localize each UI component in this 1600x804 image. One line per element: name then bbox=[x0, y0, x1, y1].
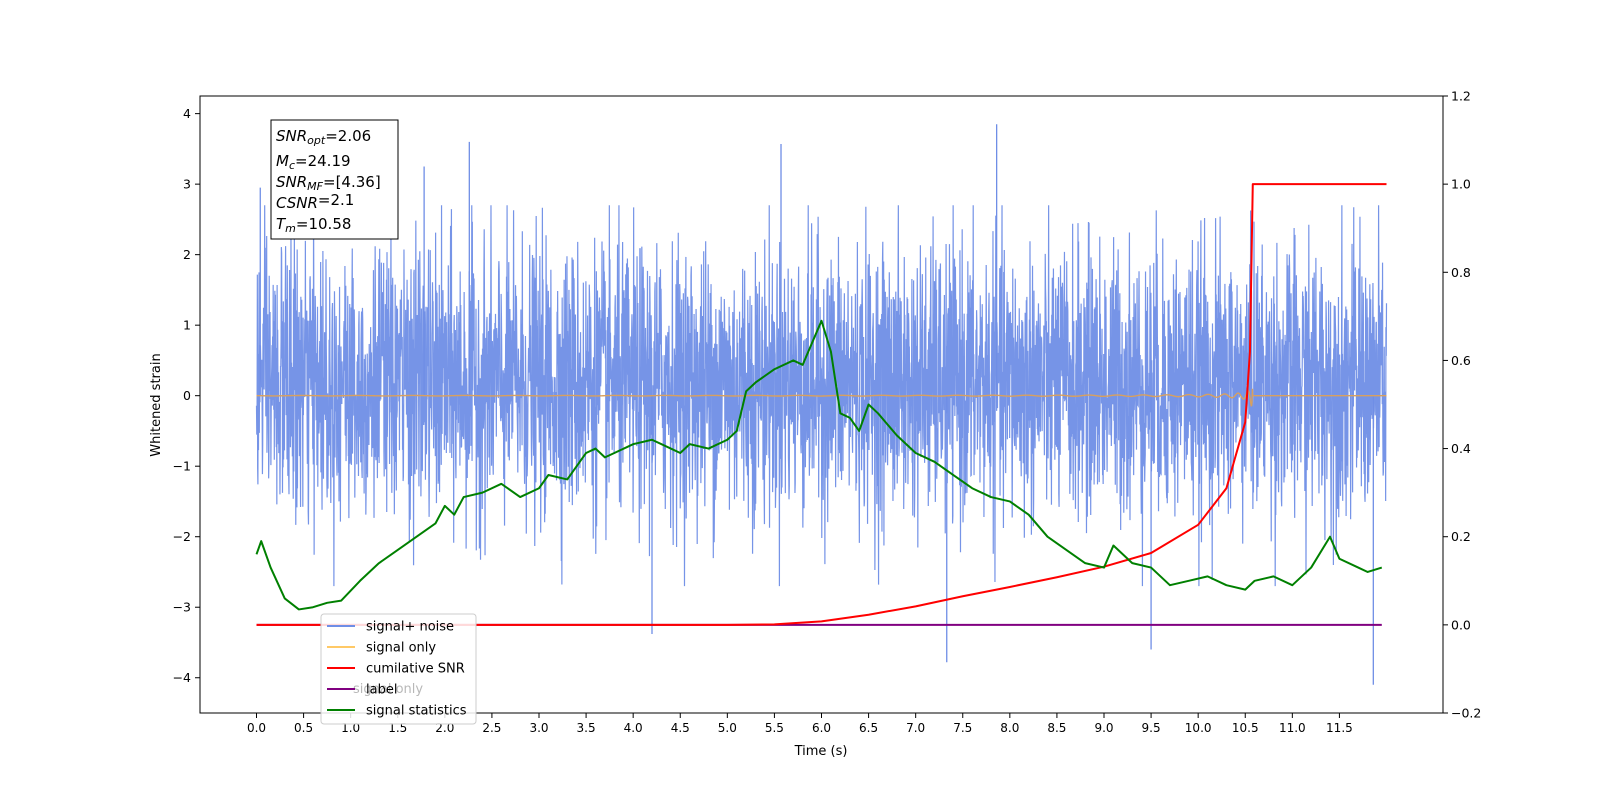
annotation-snr-opt-value: =2.06 bbox=[325, 127, 371, 145]
x-tick-label: 0.0 bbox=[247, 721, 266, 735]
x-tick-label: 9.0 bbox=[1094, 721, 1113, 735]
legend-hidden-text: signal only bbox=[353, 682, 423, 697]
x-tick-label: 5.0 bbox=[718, 721, 737, 735]
y2-tick-label: 0.0 bbox=[1451, 617, 1471, 632]
annotation-frame bbox=[270, 119, 399, 240]
annotation-csnr: CSNR=2.1 bbox=[276, 191, 354, 212]
x-tick-label: 3.0 bbox=[529, 721, 548, 735]
annotation-snr-opt-main: SNR bbox=[276, 127, 307, 145]
y-tick-label: 4 bbox=[183, 106, 191, 121]
x-tick-label: 11.5 bbox=[1326, 721, 1353, 735]
legend: signal only signal+ noise signal only cumi… bbox=[320, 613, 477, 725]
y2-tick-label: 0.6 bbox=[1451, 353, 1471, 368]
plot-area bbox=[255, 124, 1388, 685]
legend-label: signal+ noise bbox=[366, 620, 454, 635]
y2-tick-label: 1.2 bbox=[1451, 89, 1471, 104]
series-signal-noise bbox=[255, 205, 1388, 587]
annotation-tm-main: T bbox=[276, 215, 287, 233]
series-signal-only bbox=[256, 388, 1387, 407]
y-tick-label: −4 bbox=[173, 670, 191, 685]
annotation-snr-mf: SNRMF=[4.36] bbox=[276, 173, 381, 193]
axes: 0.0 0.5 1.0 1.5 2.0 2.5 3.0 3.5 4.0 4.5 5.0 5.5 6.0 6… bbox=[173, 89, 1482, 736]
y2-tick-label: 1.0 bbox=[1451, 177, 1471, 192]
annotation-mc-value: =24.19 bbox=[295, 152, 351, 170]
annotation-snr-opt: SNRopt=2.06 bbox=[276, 127, 371, 147]
y-tick-label: 1 bbox=[183, 318, 191, 333]
x-tick-label: 3.5 bbox=[577, 721, 596, 735]
x-tick-label: 10.5 bbox=[1232, 721, 1259, 735]
legend-label: label bbox=[366, 683, 397, 698]
annotation-snr-mf-sub: MF bbox=[307, 180, 323, 193]
legend-label: signal only bbox=[366, 641, 436, 656]
x-tick-label: 11.0 bbox=[1279, 721, 1306, 735]
annotation-tm-value: =10.58 bbox=[296, 215, 352, 233]
y-tick-label: −3 bbox=[173, 600, 191, 615]
series-cumulative-snr bbox=[256, 183, 1387, 626]
x-tick-label: 7.5 bbox=[953, 721, 972, 735]
annotation-csnr-value: =2.1 bbox=[318, 191, 354, 209]
x-tick-label: 9.5 bbox=[1142, 721, 1161, 735]
annotation-mc: Mc=24.19 bbox=[276, 152, 351, 172]
annotation-box: SNRopt=2.06 Mc=24.19 SNRMF=[4.36] CSNR=2… bbox=[270, 119, 399, 240]
annotation-mc-main: M bbox=[276, 152, 289, 170]
annotation-snr-mf-main: SNR bbox=[276, 173, 307, 191]
annotation-snr-opt-sub: opt bbox=[307, 134, 326, 147]
annotation-mc-sub: c bbox=[289, 159, 295, 172]
y2-tick-label: 0.4 bbox=[1451, 441, 1471, 456]
annotation-snr-mf-value: =[4.36] bbox=[323, 173, 381, 191]
x-tick-label: 4.5 bbox=[671, 721, 690, 735]
x-axis-label: Time (s) bbox=[794, 744, 848, 759]
y2-tick-label: −0.2 bbox=[1451, 706, 1481, 721]
x-tick-label: 8.0 bbox=[1000, 721, 1019, 735]
annotation-tm: Tm=10.58 bbox=[276, 215, 351, 235]
x-tick-label: 2.5 bbox=[482, 721, 501, 735]
legend-label: cumilative SNR bbox=[366, 662, 465, 677]
y2-tick-label: 0.8 bbox=[1451, 265, 1471, 280]
y-axis-label: Whitened strain bbox=[149, 353, 164, 456]
y-tick-label: 2 bbox=[183, 247, 191, 262]
legend-entries: signal+ noise signal only cumilative SNR la… bbox=[327, 620, 467, 719]
x-tick-label: 8.5 bbox=[1047, 721, 1066, 735]
x-tick-label: 5.5 bbox=[765, 721, 784, 735]
y2-tick-label: 0.2 bbox=[1451, 529, 1471, 544]
series-signal-statistics bbox=[255, 319, 1383, 611]
annotation-csnr-main: CSNR bbox=[276, 194, 318, 212]
legend-label: signal statistics bbox=[366, 704, 467, 719]
x-tick-label: 10.0 bbox=[1185, 721, 1212, 735]
x-tick-label: 0.5 bbox=[294, 721, 313, 735]
y-tick-label: −1 bbox=[173, 459, 191, 474]
x-tick-label: 7.0 bbox=[906, 721, 925, 735]
legend-frame bbox=[320, 613, 477, 725]
y-tick-label: 3 bbox=[183, 177, 191, 192]
x-tick-label: 4.0 bbox=[624, 721, 643, 735]
y-tick-label: −2 bbox=[173, 529, 191, 544]
x-tick-label: 6.0 bbox=[812, 721, 831, 735]
x-tick-label: 6.5 bbox=[859, 721, 878, 735]
y-tick-label: 0 bbox=[183, 388, 191, 403]
annotation-tm-sub: m bbox=[285, 222, 296, 235]
